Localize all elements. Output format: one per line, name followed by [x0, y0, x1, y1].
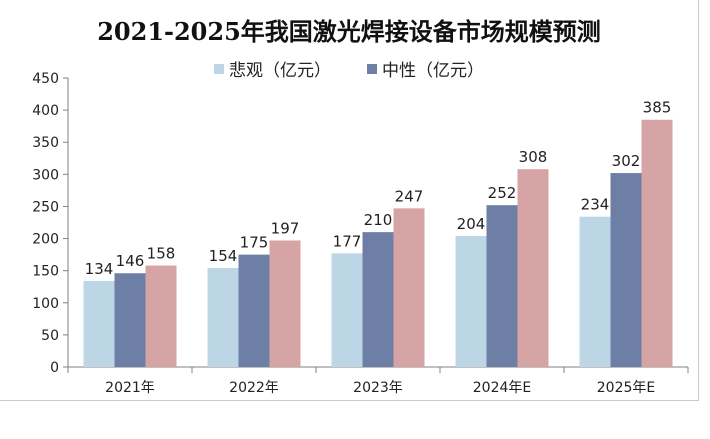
legend-label-pessimistic: 悲观（亿元） — [229, 61, 331, 81]
legend-item-neutral: 中性（亿元） — [367, 56, 484, 81]
y-tick-label: 450 — [32, 71, 59, 87]
bar — [145, 265, 177, 367]
bar-value-label: 302 — [612, 152, 641, 170]
bar-value-label: 308 — [519, 148, 548, 166]
bar — [331, 253, 363, 367]
y-tick-label: 0 — [50, 360, 59, 376]
bar — [269, 240, 301, 367]
chart-title: 2021-2025年我国激光焊接设备市场规模预测 — [97, 17, 601, 46]
y-tick-label: 150 — [32, 264, 59, 280]
y-tick-label: 100 — [32, 296, 59, 312]
legend-swatch-pessimistic — [214, 63, 224, 74]
bar-value-label: 234 — [581, 196, 610, 214]
y-tick-label: 50 — [41, 328, 59, 344]
bar — [238, 254, 270, 367]
bar-value-label: 197 — [271, 219, 300, 237]
bar — [455, 235, 487, 367]
y-tick-label: 300 — [32, 167, 59, 183]
legend-swatch-neutral — [367, 63, 377, 74]
bar — [362, 232, 394, 367]
chart-legend: 悲观（亿元） 中性（亿元） — [0, 56, 698, 81]
bar-chart: 0 50 100 150 200 250 300 350 400 450 134 146 158 2021… — [32, 71, 689, 396]
bar-value-label: 385 — [643, 99, 672, 117]
x-tick-label: 2022年 — [229, 380, 279, 396]
bar-value-label: 204 — [457, 215, 486, 233]
bar — [114, 273, 146, 367]
bar — [610, 173, 642, 367]
bar-value-label: 146 — [116, 252, 145, 270]
bar — [83, 280, 115, 367]
bar-value-label: 177 — [333, 232, 362, 250]
bar — [393, 208, 425, 367]
frame-bottom-border — [0, 400, 699, 401]
x-tick-label: 2024年E — [473, 380, 531, 396]
bar-value-label: 175 — [240, 234, 269, 252]
y-tick-label: 400 — [32, 103, 59, 119]
bar-value-label: 247 — [395, 187, 424, 205]
chart-frame: 2021-2025年我国激光焊接设备市场规模预测 悲观（亿元） 中性（亿元） 0… — [0, 17, 698, 396]
bar — [517, 169, 549, 367]
frame-right-border — [698, 0, 699, 400]
bar-value-label: 158 — [147, 245, 176, 263]
legend-label-neutral: 中性（亿元） — [382, 61, 484, 81]
bar — [486, 205, 518, 367]
x-tick-label: 2025年E — [597, 380, 655, 396]
bar-value-label: 134 — [85, 260, 114, 278]
x-tick-label: 2021年 — [105, 380, 155, 396]
y-tick-label: 250 — [32, 199, 59, 215]
bar-value-label: 154 — [209, 247, 238, 265]
y-tick-label: 200 — [32, 232, 59, 248]
bar — [579, 216, 611, 367]
bar — [207, 268, 239, 367]
bar-value-label: 252 — [488, 184, 517, 202]
y-tick-label: 350 — [32, 135, 59, 151]
legend-item-pessimistic: 悲观（亿元） — [214, 56, 331, 81]
bar-value-label: 210 — [364, 211, 393, 229]
bar — [641, 119, 673, 367]
x-tick-label: 2023年 — [353, 380, 403, 396]
